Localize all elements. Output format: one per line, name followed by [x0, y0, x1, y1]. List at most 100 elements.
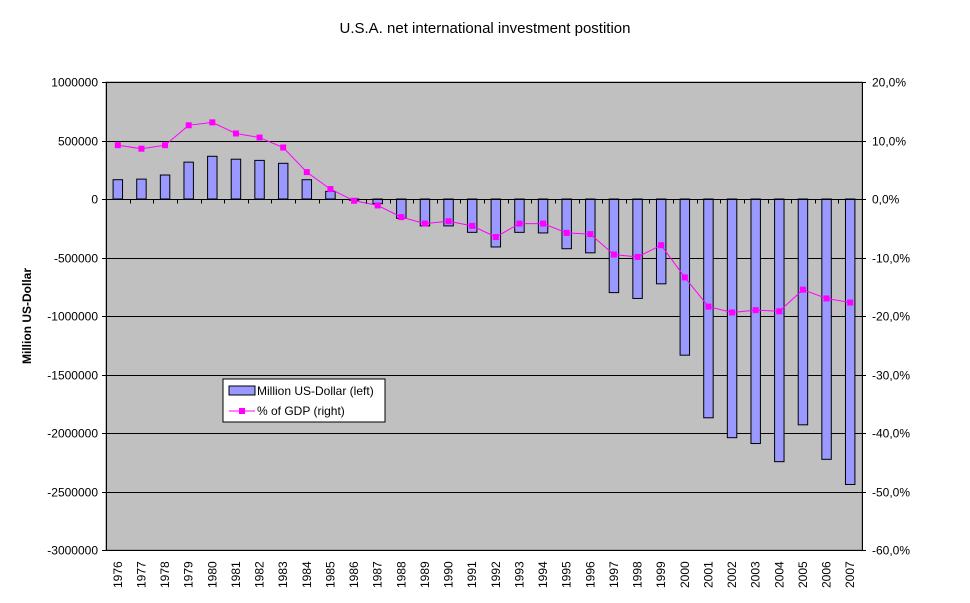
- x-tick-label: 2000: [678, 561, 692, 588]
- bar-2006: [821, 198, 832, 460]
- bar-2004: [774, 198, 785, 463]
- x-tick-label: 1990: [442, 561, 456, 588]
- bar-2002: [726, 198, 738, 439]
- left-tick-label: -1000000: [47, 310, 98, 324]
- left-tick-label: 1000000: [51, 76, 98, 90]
- line-point-1993: [516, 220, 523, 227]
- line-series: [114, 119, 854, 316]
- x-tick-label: 1981: [229, 561, 243, 588]
- x-tick-label: 2001: [701, 561, 715, 588]
- left-axis: 1000000 500000 0 -500000 -1000000 -1500000 -20…: [47, 76, 107, 558]
- line-point-1979: [185, 122, 192, 129]
- right-tick-label: -10,0%: [872, 252, 910, 266]
- x-tick-label: 2006: [820, 561, 834, 588]
- bar-1994: [537, 198, 549, 234]
- line-point-2000: [681, 274, 688, 281]
- x-tick-label: 2004: [772, 561, 786, 588]
- right-axis: 20,0% 10,0% 0,0% -10,0% -20,0% -30,0% -40,0% -5…: [862, 76, 910, 558]
- legend-swatch-marker: [239, 408, 245, 414]
- right-tick-label: 20,0%: [872, 76, 906, 90]
- legend-swatch-bar: [228, 385, 256, 396]
- x-tick-label: 1985: [323, 561, 337, 588]
- line-point-1992: [492, 234, 499, 241]
- x-tick-label: 1984: [300, 561, 314, 588]
- bar-1981: [230, 158, 242, 200]
- x-tick-label: 1999: [654, 561, 668, 588]
- x-tick-label: 1994: [536, 561, 550, 588]
- x-tick-label: 1983: [276, 561, 290, 588]
- left-tick-label: -1500000: [47, 369, 98, 383]
- line-point-1977: [138, 145, 145, 152]
- line-point-1995: [563, 229, 570, 236]
- x-tick-label: 1986: [347, 561, 361, 588]
- line-point-1998: [634, 253, 641, 260]
- bar-1982: [254, 159, 265, 200]
- line-point-1976: [114, 142, 121, 149]
- x-tick-label: 1979: [182, 561, 196, 588]
- x-tick-label: 1996: [583, 561, 597, 588]
- bar-1983: [277, 162, 289, 200]
- x-tick-label: 1989: [418, 561, 432, 588]
- x-tick-label: 1987: [371, 561, 385, 588]
- x-tick-label: 1998: [631, 561, 645, 588]
- x-tick-label: 2002: [725, 561, 739, 588]
- left-tick-label: -2000000: [47, 427, 98, 441]
- right-tick-label: 10,0%: [872, 135, 906, 149]
- line-point-1997: [610, 251, 617, 258]
- x-tick-label: 1993: [512, 561, 526, 588]
- x-tick-label: 1980: [205, 561, 219, 588]
- bar-1984: [301, 179, 313, 200]
- x-tick-label: 1976: [111, 561, 125, 588]
- left-tick-label: -2500000: [47, 486, 98, 500]
- line-point-2001: [705, 303, 712, 310]
- legend-label-bar: Million US-Dollar (left): [257, 384, 374, 398]
- right-tick-label: -50,0%: [872, 486, 910, 500]
- line-point-1982: [256, 134, 263, 141]
- line-point-1988: [398, 214, 405, 221]
- line-point-2005: [799, 286, 806, 293]
- x-tick-label: 1995: [560, 561, 574, 588]
- bar-1978: [159, 174, 171, 200]
- line-point-1986: [351, 197, 358, 204]
- line-point-1994: [540, 220, 547, 227]
- bar-1997: [608, 198, 620, 294]
- line-point-1985: [327, 186, 334, 193]
- line-point-1989: [421, 220, 428, 227]
- x-tick-label: 1982: [253, 561, 267, 588]
- line-point-1978: [162, 142, 169, 149]
- line-point-1980: [209, 119, 216, 126]
- bar-1985: [325, 190, 336, 200]
- left-tick-label: 500000: [58, 135, 98, 149]
- bar-1979: [183, 161, 194, 200]
- line-point-2003: [752, 307, 759, 314]
- line-point-1990: [445, 218, 452, 225]
- x-axis: 1976 1977 1978 1979 1980 1981 1982 1983 1984 1985…: [106, 199, 863, 588]
- right-tick-label: -60,0%: [872, 544, 910, 558]
- x-tick-label: 2005: [796, 561, 810, 588]
- line-point-1983: [280, 144, 287, 151]
- bar-1993: [514, 198, 525, 233]
- line-point-2002: [729, 309, 736, 316]
- bar-1996: [585, 198, 596, 254]
- y-axis-label: Million US-Dollar: [20, 268, 34, 364]
- chart-title: U.S.A. net international investment post…: [339, 20, 631, 37]
- x-tick-label: 1978: [158, 561, 172, 588]
- legend: Million US-Dollar (left) % of GDP (right…: [222, 378, 386, 423]
- line-path: [117, 121, 851, 314]
- x-tick-label: 1988: [394, 561, 408, 588]
- bar-1998: [632, 198, 643, 299]
- line-point-1999: [658, 242, 665, 249]
- x-tick-label: 1991: [465, 561, 479, 588]
- line-point-1981: [232, 130, 239, 137]
- right-tick-label: -40,0%: [872, 427, 910, 441]
- line-point-2004: [776, 308, 783, 315]
- bar-2007: [844, 198, 856, 485]
- line-point-1987: [374, 202, 381, 209]
- line-point-2007: [847, 299, 854, 306]
- bar-1995: [561, 198, 572, 250]
- right-tick-label: 0,0%: [872, 193, 900, 207]
- x-tick-label: 1997: [607, 561, 621, 588]
- left-tick-label: -500000: [54, 252, 98, 266]
- legend-label-line: % of GDP (right): [257, 404, 345, 418]
- line-point-1984: [303, 169, 310, 176]
